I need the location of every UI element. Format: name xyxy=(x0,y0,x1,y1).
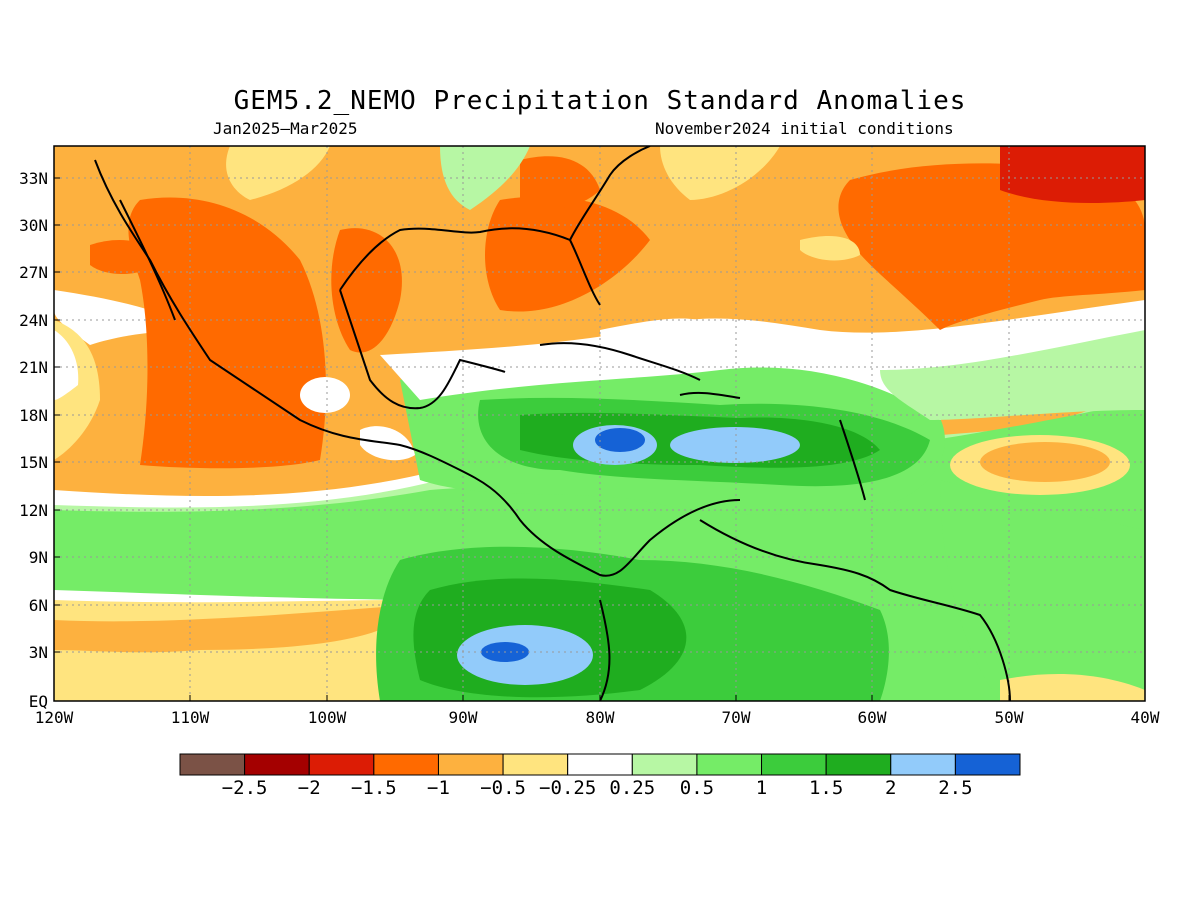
colorbar-swatch xyxy=(308,753,375,776)
lat-label: 6N xyxy=(29,596,48,615)
lon-label: 120W xyxy=(35,708,74,727)
map-title: GEM5.2_NEMO Precipitation Standard Anoma… xyxy=(233,86,967,116)
lat-label: EQ xyxy=(29,692,48,711)
colorbar-label: 2.5 xyxy=(938,777,972,799)
colorbar-label: 1 xyxy=(756,777,767,799)
colorbar-swatch xyxy=(890,753,956,776)
colorbar-label: 0.25 xyxy=(609,777,655,799)
lat-label: 21N xyxy=(19,358,48,377)
graticule xyxy=(54,146,1145,701)
lat-label: 15N xyxy=(19,453,48,472)
forecast-period: Jan2025—Mar2025 xyxy=(213,119,358,138)
lon-label: 40W xyxy=(1131,708,1160,727)
longitude-labels: 120W 110W 100W 90W 80W 70W 60W 50W 40W xyxy=(35,695,1160,727)
lon-label: 90W xyxy=(449,708,478,727)
colorbar-label: −2 xyxy=(298,777,321,799)
colorbar-label: −2.5 xyxy=(222,777,268,799)
colorbar-swatch xyxy=(696,753,763,776)
colorbar-label: −0.25 xyxy=(539,777,596,799)
colorbar-swatch xyxy=(502,753,569,776)
colorbar-swatch xyxy=(244,753,310,776)
lat-label: 24N xyxy=(19,311,48,330)
lat-label: 9N xyxy=(29,548,48,567)
colorbar-swatch xyxy=(954,753,1021,776)
colorbar-swatch xyxy=(373,753,439,776)
lat-label: 30N xyxy=(19,216,48,235)
lon-label: 70W xyxy=(722,708,751,727)
colorbar-swatch xyxy=(761,753,827,776)
lon-label: 60W xyxy=(858,708,887,727)
colorbar-swatch xyxy=(825,753,892,776)
lat-label: 27N xyxy=(19,263,48,282)
colorbar-swatch xyxy=(567,753,633,776)
colorbar-label: 0.5 xyxy=(680,777,714,799)
colorbar xyxy=(179,753,1021,776)
lon-label: 50W xyxy=(995,708,1024,727)
lat-label: 3N xyxy=(29,643,48,662)
lon-label: 110W xyxy=(171,708,210,727)
lon-label: 80W xyxy=(586,708,615,727)
colorbar-labels: −2.5 −2 −1.5 −1 −0.5 −0.25 0.25 0.5 1 1.5 2 2.5 xyxy=(222,777,973,799)
colorbar-label: −1.5 xyxy=(351,777,397,799)
lat-label: 33N xyxy=(19,169,48,188)
lat-label: 18N xyxy=(19,406,48,425)
colorbar-swatch xyxy=(631,753,698,776)
colorbar-swatch xyxy=(437,753,504,776)
lon-label: 100W xyxy=(308,708,347,727)
colorbar-label: −0.5 xyxy=(480,777,526,799)
lat-label: 12N xyxy=(19,501,48,520)
latitude-labels: 33N 30N 27N 24N 21N 18N 15N 12N 9N 6N 3N EQ xyxy=(19,169,60,711)
initial-conditions-label: November2024 initial conditions xyxy=(655,119,954,138)
colorbar-label: −1 xyxy=(427,777,450,799)
colorbar-swatch xyxy=(179,753,246,776)
coastlines xyxy=(94,146,1011,701)
colorbar-label: 2 xyxy=(885,777,896,799)
colorbar-label: 1.5 xyxy=(809,777,843,799)
